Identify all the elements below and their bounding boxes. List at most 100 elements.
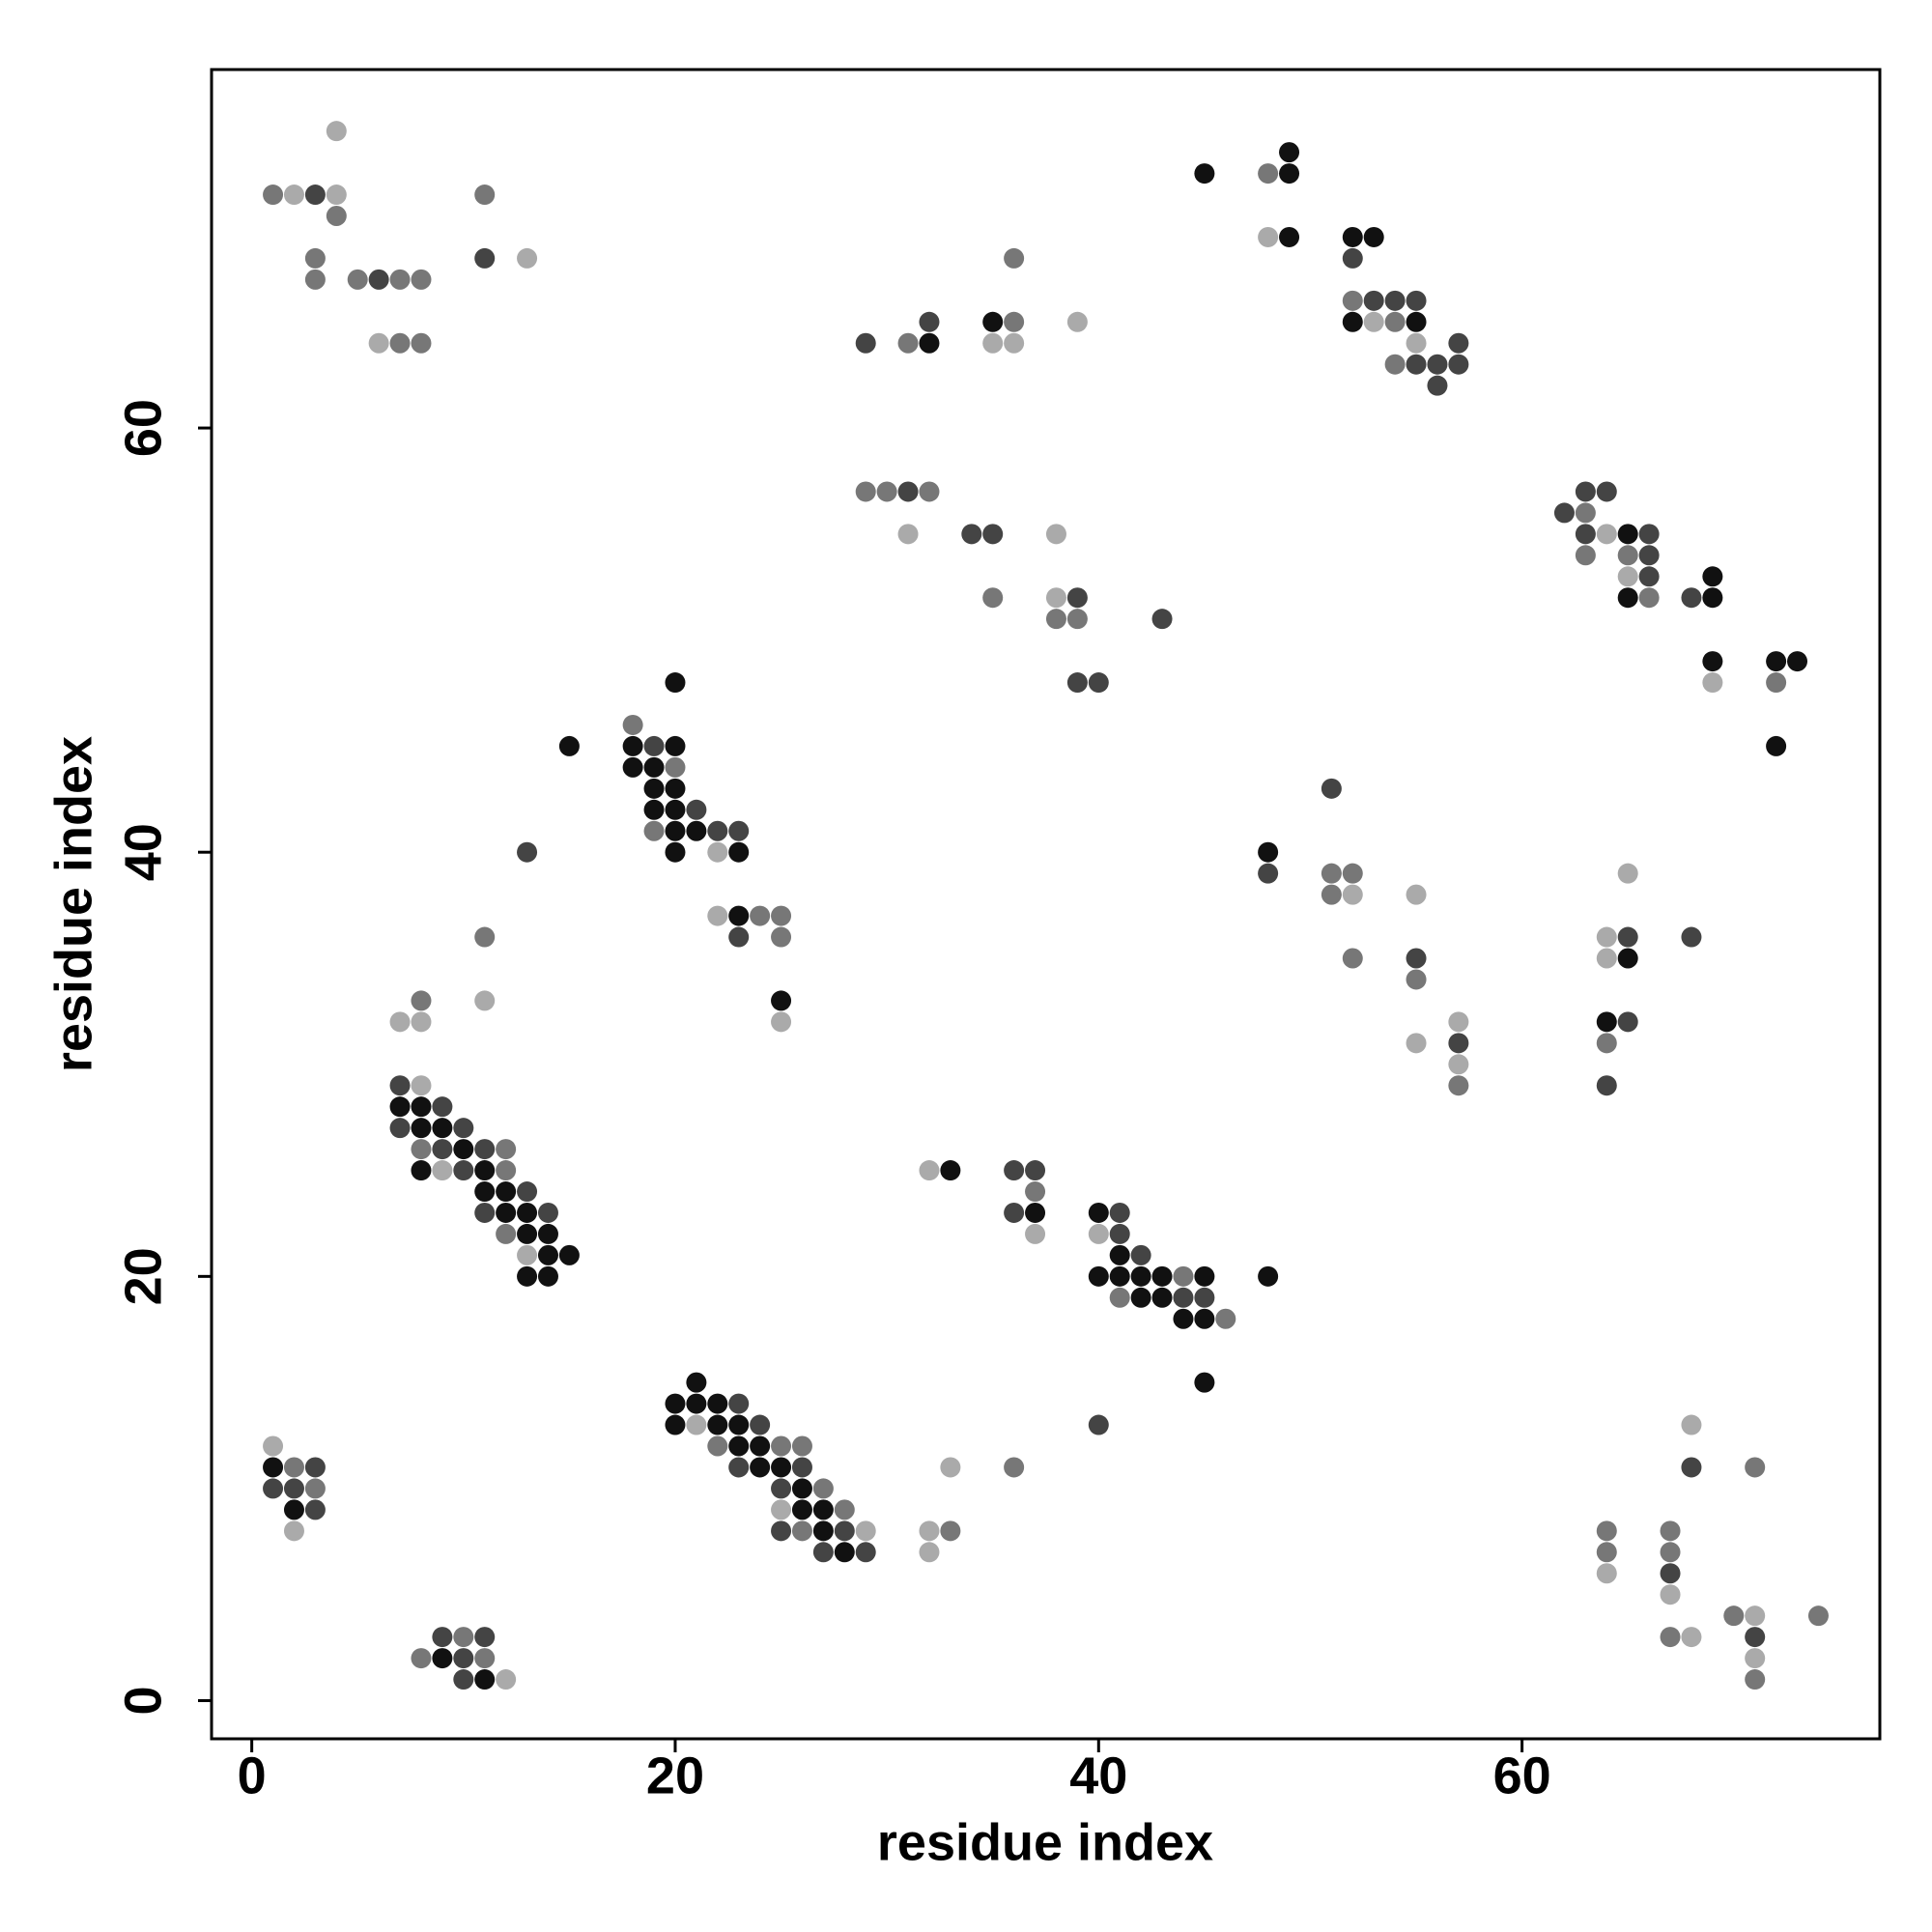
- contact-point: [1427, 375, 1448, 396]
- x-tick-label: 60: [1493, 1747, 1551, 1804]
- contact-point: [1638, 566, 1660, 587]
- contact-point: [897, 332, 919, 354]
- contact-point: [1427, 354, 1448, 375]
- contact-point: [1258, 841, 1279, 863]
- contact-point: [940, 1520, 961, 1542]
- contact-point: [304, 1499, 326, 1520]
- contact-point: [728, 1435, 750, 1457]
- contact-point: [1660, 1627, 1681, 1648]
- contact-point: [1088, 1414, 1109, 1435]
- contact-point: [1448, 354, 1469, 375]
- contact-point: [1130, 1287, 1151, 1308]
- contact-point: [1384, 311, 1406, 332]
- contact-point: [1745, 1627, 1766, 1648]
- contact-point: [432, 1139, 453, 1160]
- contact-point: [411, 1118, 432, 1139]
- contact-point: [1787, 651, 1808, 672]
- contact-point: [1088, 1265, 1109, 1287]
- contact-point: [707, 1393, 728, 1414]
- contact-point: [411, 1075, 432, 1096]
- contact-point: [1406, 311, 1427, 332]
- plot-frame: [210, 68, 1882, 1741]
- contact-point: [855, 332, 876, 354]
- contact-point: [919, 1542, 940, 1563]
- contact-point: [665, 1393, 686, 1414]
- contact-point: [1596, 926, 1617, 948]
- contact-point: [643, 799, 665, 820]
- contact-point: [1617, 948, 1638, 969]
- contact-point: [1384, 290, 1406, 311]
- contact-point: [665, 778, 686, 799]
- contact-point: [707, 820, 728, 841]
- contact-point: [263, 1478, 284, 1499]
- contact-point: [919, 311, 940, 332]
- contact-point: [1151, 1265, 1173, 1287]
- contact-point: [686, 1372, 707, 1393]
- contact-point: [1617, 587, 1638, 609]
- contact-point: [517, 1223, 538, 1244]
- contact-point: [791, 1520, 812, 1542]
- contact-point: [558, 735, 580, 756]
- contact-point: [389, 269, 411, 290]
- contact-point: [432, 1160, 453, 1181]
- y-axis-title: residue index: [44, 736, 102, 1072]
- contact-point: [1109, 1244, 1130, 1265]
- contact-point: [728, 1414, 750, 1435]
- contact-point: [474, 1627, 496, 1648]
- contact-point: [1342, 948, 1363, 969]
- contact-point: [453, 1627, 474, 1648]
- contact-point: [1575, 524, 1596, 545]
- contact-point: [771, 1435, 792, 1457]
- contact-point: [1194, 163, 1215, 185]
- contact-point: [622, 735, 643, 756]
- contact-point: [1745, 1669, 1766, 1690]
- contact-point: [750, 1414, 771, 1435]
- contact-point: [283, 1478, 304, 1499]
- contact-point: [771, 1011, 792, 1033]
- contact-point: [791, 1478, 812, 1499]
- contact-point: [474, 1202, 496, 1223]
- contact-point: [347, 269, 368, 290]
- contact-point: [474, 247, 496, 269]
- contact-point: [791, 1499, 812, 1520]
- contact-point: [1745, 1605, 1766, 1627]
- contact-point: [1596, 948, 1617, 969]
- contact-point: [1681, 1457, 1702, 1478]
- contact-point: [1638, 545, 1660, 566]
- contact-point: [1596, 1520, 1617, 1542]
- contact-point: [919, 1160, 940, 1181]
- contact-point: [432, 1096, 453, 1118]
- contact-point: [1194, 1265, 1215, 1287]
- contact-point: [665, 820, 686, 841]
- contact-point: [834, 1499, 855, 1520]
- contact-point: [643, 756, 665, 778]
- contact-point: [1173, 1287, 1194, 1308]
- contact-point: [961, 524, 982, 545]
- contact-point: [537, 1265, 558, 1287]
- contact-point: [411, 1139, 432, 1160]
- contact-point: [1702, 587, 1723, 609]
- contact-point: [728, 926, 750, 948]
- contact-point: [1321, 884, 1342, 905]
- contact-point: [453, 1139, 474, 1160]
- contact-point: [1448, 1054, 1469, 1075]
- contact-point: [707, 841, 728, 863]
- contact-point: [1088, 1202, 1109, 1223]
- contact-point: [876, 481, 897, 502]
- contact-point: [771, 1457, 792, 1478]
- contact-point: [686, 1393, 707, 1414]
- contact-point: [474, 1139, 496, 1160]
- contact-point: [1617, 566, 1638, 587]
- contact-point: [411, 1648, 432, 1669]
- contact-point: [496, 1223, 517, 1244]
- contact-point: [855, 1542, 876, 1563]
- contact-point: [812, 1478, 834, 1499]
- contact-point: [686, 799, 707, 820]
- contact-point: [1638, 524, 1660, 545]
- contact-point: [1342, 311, 1363, 332]
- contact-point: [411, 332, 432, 354]
- contact-point: [791, 1435, 812, 1457]
- contact-point: [389, 332, 411, 354]
- contact-point: [771, 1478, 792, 1499]
- contact-point: [1807, 1605, 1829, 1627]
